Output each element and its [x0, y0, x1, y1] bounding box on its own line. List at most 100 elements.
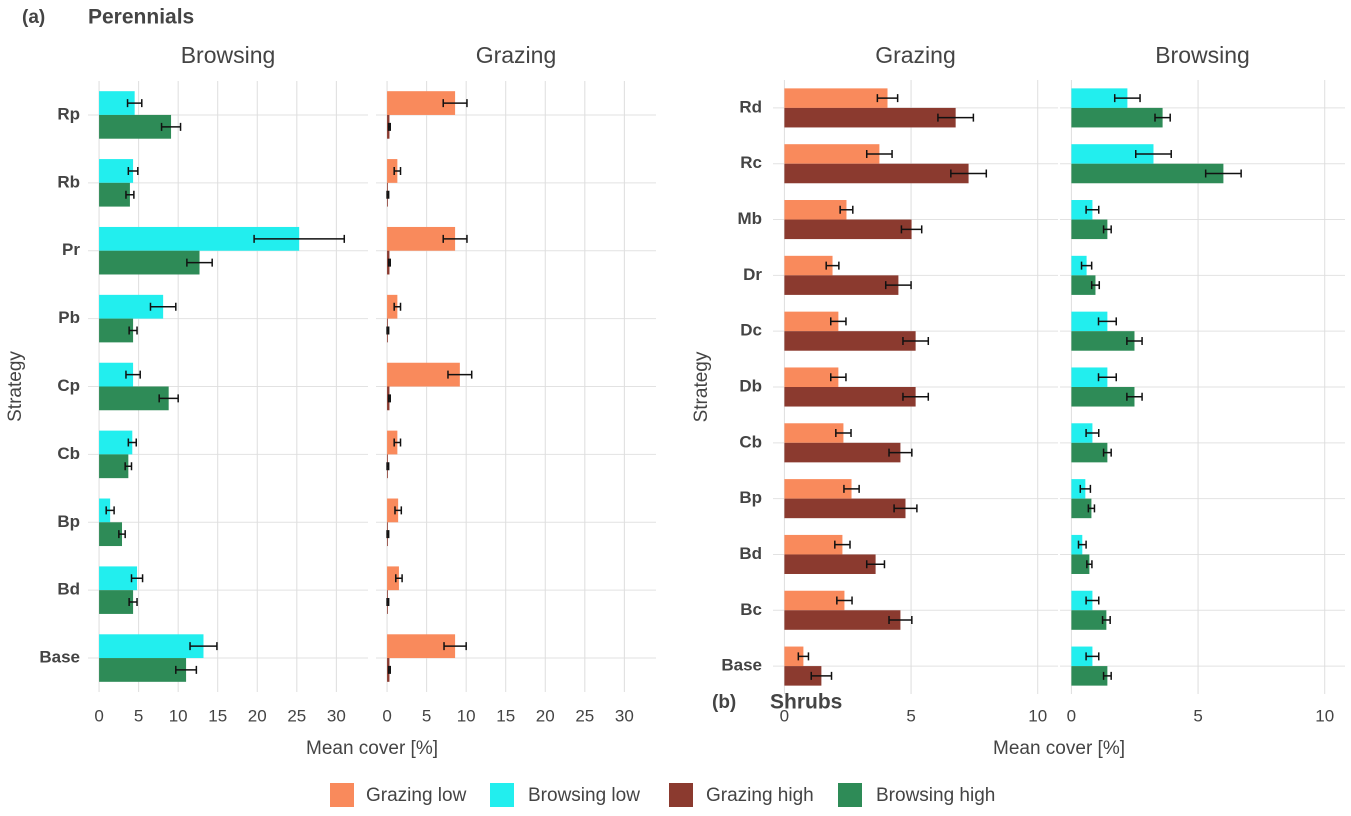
- bar: [99, 566, 138, 591]
- error-bar: [839, 205, 854, 214]
- bar: [1071, 367, 1108, 387]
- error-bar: [160, 122, 182, 131]
- error-bar: [124, 462, 133, 471]
- error-bar: [125, 190, 135, 199]
- category-label: Dr: [743, 265, 762, 284]
- legend-label: Grazing high: [706, 785, 814, 806]
- error-bar: [149, 302, 177, 311]
- bar: [784, 163, 969, 184]
- x-tick-label: 5: [906, 706, 915, 725]
- category-label: Bd: [739, 544, 762, 563]
- bar: [99, 226, 300, 251]
- legend-swatch: [838, 783, 862, 807]
- error-bar: [834, 540, 851, 549]
- x-tick-label: 20: [248, 706, 267, 725]
- category-label: Rc: [740, 153, 762, 172]
- error-bar: [1102, 448, 1112, 457]
- bar: [1071, 144, 1154, 164]
- error-bar: [387, 258, 391, 267]
- error-bar: [393, 166, 402, 175]
- facet-title: Grazing: [875, 42, 956, 68]
- error-bar: [888, 448, 913, 457]
- bar: [1071, 163, 1224, 184]
- category-label: Bc: [740, 600, 762, 619]
- error-bar: [810, 671, 833, 680]
- x-tick-label: 20: [536, 706, 555, 725]
- bar: [784, 442, 901, 463]
- bar: [99, 634, 204, 659]
- error-bar: [394, 506, 403, 515]
- error-bar: [1113, 94, 1141, 103]
- bar: [1071, 200, 1093, 220]
- y-axis-title: Strategy: [5, 351, 26, 422]
- error-bar: [1077, 540, 1087, 549]
- bar: [784, 534, 843, 555]
- category-label: Mb: [737, 209, 762, 228]
- x-tick-label: 10: [457, 706, 476, 725]
- bar: [99, 362, 134, 387]
- bar: [1071, 88, 1128, 108]
- bar: [784, 144, 880, 164]
- x-tick-label: 0: [94, 706, 103, 725]
- error-bar: [118, 530, 126, 539]
- bar: [784, 479, 852, 499]
- error-bar: [1097, 317, 1117, 326]
- bar: [784, 200, 847, 220]
- error-bar: [1085, 596, 1100, 605]
- error-bar: [127, 438, 137, 447]
- x-tick-label: 10: [1315, 706, 1334, 725]
- error-bar: [1097, 373, 1117, 382]
- x-tick-label: 0: [382, 706, 391, 725]
- bar: [99, 318, 134, 343]
- bar: [784, 88, 888, 108]
- bar: [387, 634, 456, 659]
- error-bar: [1135, 149, 1172, 158]
- x-axis-title: Mean cover [%]: [306, 738, 438, 759]
- bar: [784, 275, 899, 295]
- error-bar: [393, 302, 402, 311]
- legend-label: Browsing low: [528, 785, 640, 806]
- error-bar: [1085, 429, 1100, 438]
- bar: [387, 566, 399, 591]
- panel-label: (a): [22, 7, 45, 28]
- x-tick-label: 10: [169, 706, 188, 725]
- error-bar: [1087, 504, 1096, 513]
- error-bar: [836, 596, 853, 605]
- x-axis-title: Mean cover [%]: [993, 738, 1125, 759]
- error-bar: [1102, 671, 1112, 680]
- bar: [387, 294, 398, 319]
- error-bar: [387, 394, 391, 403]
- x-tick-label: 0: [1067, 706, 1076, 725]
- bar: [784, 590, 845, 611]
- error-bar: [105, 506, 115, 515]
- error-bar: [1126, 392, 1143, 401]
- bar: [99, 386, 169, 411]
- facet-title: Grazing: [476, 42, 557, 68]
- error-bar: [1085, 652, 1100, 661]
- error-bar: [797, 652, 810, 661]
- category-label: Pb: [58, 308, 80, 327]
- error-bar: [1085, 205, 1100, 214]
- bar: [99, 159, 134, 183]
- error-bar: [189, 642, 218, 651]
- bar: [784, 646, 804, 667]
- bar: [1071, 255, 1087, 276]
- error-bar: [876, 94, 899, 103]
- x-tick-label: 5: [1193, 706, 1202, 725]
- category-label: Pr: [62, 240, 80, 259]
- x-tick-label: 30: [327, 706, 346, 725]
- bar: [1071, 646, 1093, 667]
- bar: [387, 498, 399, 523]
- error-bar: [1080, 261, 1093, 270]
- error-bar: [884, 281, 912, 290]
- category-label: Rp: [57, 104, 80, 123]
- x-tick-label: 25: [287, 706, 306, 725]
- x-tick-label: 5: [134, 706, 143, 725]
- x-tick-label: 30: [615, 706, 634, 725]
- bar: [1071, 423, 1093, 443]
- error-bar: [387, 665, 391, 674]
- bar: [784, 219, 912, 240]
- panel-title: Shrubs: [770, 691, 842, 714]
- error-bar: [442, 234, 468, 243]
